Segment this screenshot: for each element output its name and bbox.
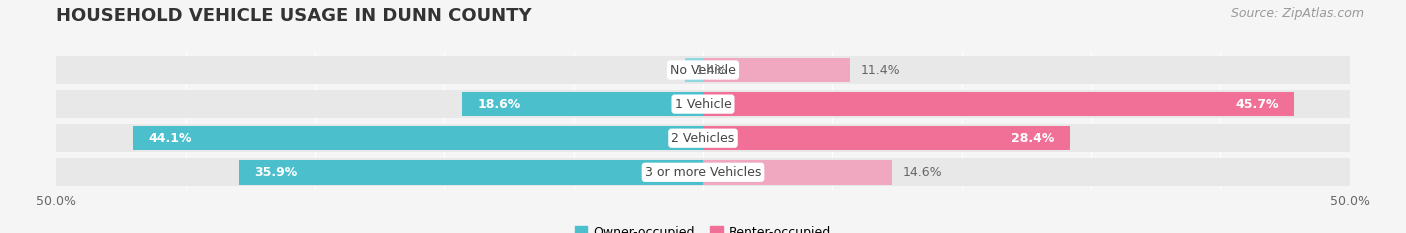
Text: HOUSEHOLD VEHICLE USAGE IN DUNN COUNTY: HOUSEHOLD VEHICLE USAGE IN DUNN COUNTY	[56, 7, 531, 25]
Bar	[132, 126, 703, 151]
Text: 18.6%: 18.6%	[478, 98, 522, 111]
Bar	[56, 158, 1350, 186]
Text: 44.1%: 44.1%	[148, 132, 191, 145]
Text: 1 Vehicle: 1 Vehicle	[675, 98, 731, 111]
Bar	[703, 92, 1294, 116]
Bar	[239, 160, 703, 185]
Text: 1.4%: 1.4%	[695, 64, 727, 76]
Bar	[56, 56, 1350, 84]
Text: 14.6%: 14.6%	[903, 166, 942, 179]
Bar	[56, 124, 1350, 152]
Bar	[703, 58, 851, 82]
Bar	[463, 92, 703, 116]
Text: 28.4%: 28.4%	[1011, 132, 1054, 145]
Text: 2 Vehicles: 2 Vehicles	[672, 132, 734, 145]
Text: 11.4%: 11.4%	[860, 64, 900, 76]
Text: Source: ZipAtlas.com: Source: ZipAtlas.com	[1230, 7, 1364, 20]
Bar	[703, 126, 1070, 151]
Bar	[56, 90, 1350, 118]
Text: No Vehicle: No Vehicle	[671, 64, 735, 76]
Text: 35.9%: 35.9%	[254, 166, 298, 179]
Legend: Owner-occupied, Renter-occupied: Owner-occupied, Renter-occupied	[569, 220, 837, 233]
Bar	[703, 160, 891, 185]
Bar	[685, 58, 703, 82]
Text: 3 or more Vehicles: 3 or more Vehicles	[645, 166, 761, 179]
Text: 45.7%: 45.7%	[1234, 98, 1278, 111]
